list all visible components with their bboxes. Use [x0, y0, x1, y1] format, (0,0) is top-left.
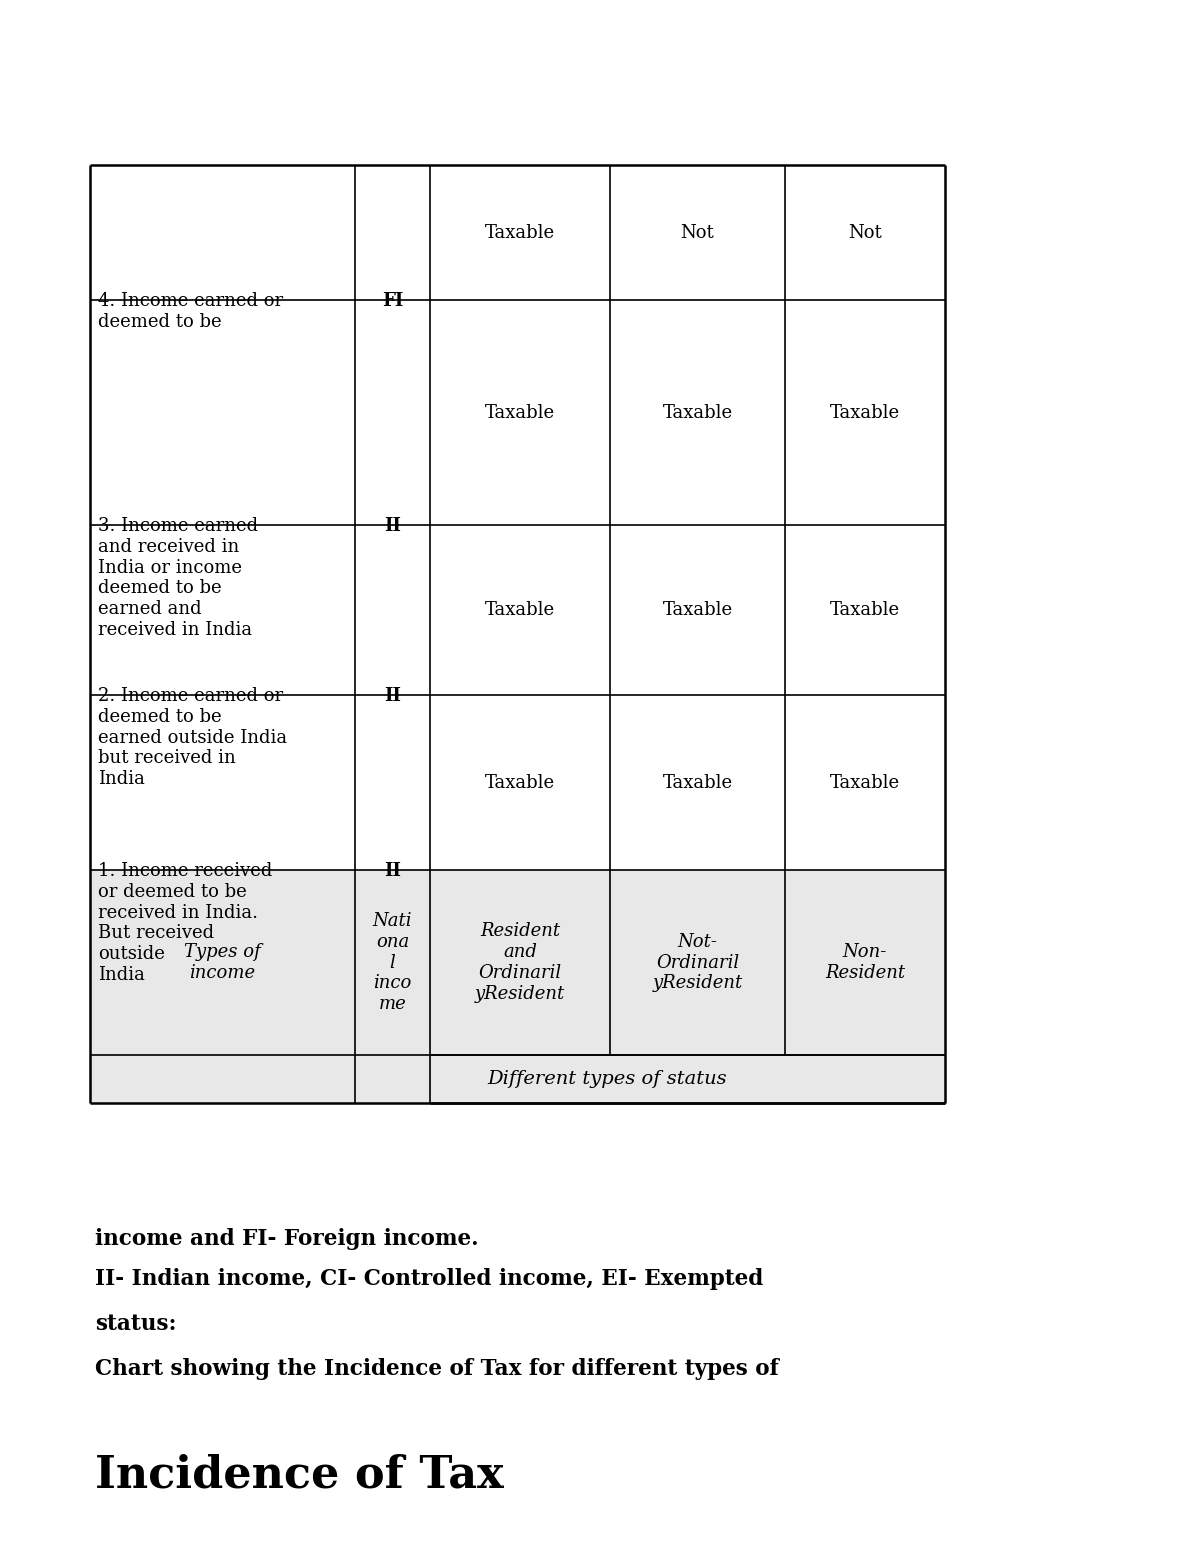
Text: Not: Not: [848, 224, 882, 242]
Text: FI: FI: [382, 292, 403, 311]
Text: II: II: [384, 686, 401, 705]
Text: II: II: [384, 862, 401, 881]
Polygon shape: [90, 870, 946, 1054]
Text: Taxable: Taxable: [485, 404, 556, 421]
Polygon shape: [90, 525, 946, 696]
Text: Not-
Ordinaril
yResident: Not- Ordinaril yResident: [653, 933, 743, 992]
Text: 1. Income received
or deemed to be
received in India.
But received
outside
India: 1. Income received or deemed to be recei…: [98, 862, 272, 985]
Text: income and FI- Foreign income.: income and FI- Foreign income.: [95, 1228, 479, 1250]
Text: status:: status:: [95, 1312, 176, 1336]
Polygon shape: [90, 696, 946, 870]
Text: II: II: [384, 517, 401, 534]
Text: II- Indian income, CI- Controlled income, EI- Exempted: II- Indian income, CI- Controlled income…: [95, 1267, 763, 1291]
Polygon shape: [90, 1054, 946, 1103]
Text: Different types of status: Different types of status: [487, 1070, 727, 1089]
Text: Taxable: Taxable: [662, 404, 732, 421]
Text: Taxable: Taxable: [485, 224, 556, 242]
Text: Nati
ona
l
inco
me: Nati ona l inco me: [373, 912, 413, 1013]
Text: Taxable: Taxable: [830, 773, 900, 792]
Text: Taxable: Taxable: [485, 601, 556, 620]
Text: 3. Income earned
and received in
India or income
deemed to be
earned and
receive: 3. Income earned and received in India o…: [98, 517, 258, 638]
Text: Types of
income: Types of income: [184, 943, 260, 981]
Text: Non-
Resident: Non- Resident: [824, 943, 905, 981]
Text: Resident
and
Ordinaril
yResident: Resident and Ordinaril yResident: [475, 922, 565, 1003]
Text: Taxable: Taxable: [830, 404, 900, 421]
Text: 4. Income earned or
deemed to be: 4. Income earned or deemed to be: [98, 292, 283, 331]
Text: Taxable: Taxable: [662, 601, 732, 620]
Text: Taxable: Taxable: [485, 773, 556, 792]
Polygon shape: [90, 165, 946, 300]
Text: Not: Not: [680, 224, 714, 242]
Text: Incidence of Tax: Incidence of Tax: [95, 1454, 504, 1496]
Polygon shape: [90, 300, 946, 525]
Text: 2. Income earned or
deemed to be
earned outside India
but received in
India: 2. Income earned or deemed to be earned …: [98, 686, 287, 789]
Text: Taxable: Taxable: [662, 773, 732, 792]
Text: Chart showing the Incidence of Tax for different types of: Chart showing the Incidence of Tax for d…: [95, 1357, 779, 1381]
Text: Taxable: Taxable: [830, 601, 900, 620]
